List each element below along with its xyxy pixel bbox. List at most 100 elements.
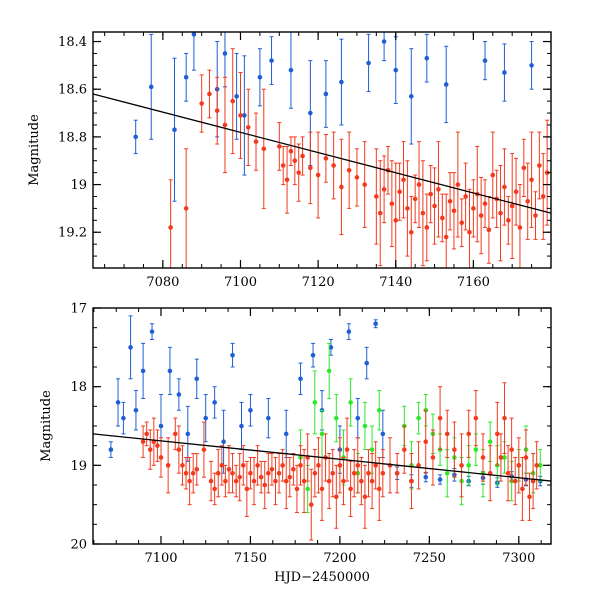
- top-x-tick-label: 7140: [379, 275, 412, 290]
- top-red-data-point: [285, 177, 290, 182]
- bottom-red-data-point: [177, 447, 182, 452]
- top-blue-data-point: [223, 51, 228, 56]
- top-red-data-point: [448, 199, 453, 204]
- top-red-data-point: [510, 204, 515, 209]
- top-red-data-point: [518, 225, 523, 230]
- bottom-x-tick-label: 7150: [234, 551, 267, 566]
- top-red-data-point: [432, 204, 437, 209]
- top-y-axis-label: Magnitude: [27, 114, 42, 186]
- top-red-data-point: [440, 216, 445, 221]
- bottom-green-data-point: [488, 439, 493, 444]
- top-red-data-point: [277, 144, 282, 149]
- bottom-blue-data-point: [311, 353, 316, 358]
- top-red-data-point: [401, 177, 406, 182]
- bottom-red-data-point: [230, 471, 235, 476]
- bottom-red-data-point: [313, 471, 318, 476]
- bottom-red-data-point: [466, 432, 471, 437]
- bottom-light-curve-panel: 7100 7150 7200 7250 7300 17 18 19 20 Magnitude H…: [39, 302, 551, 586]
- top-blue-data-point: [339, 80, 344, 85]
- bottom-red-data-point: [366, 471, 371, 476]
- top-red-data-point: [479, 213, 484, 218]
- bottom-blue-data-point: [141, 369, 146, 374]
- top-x-tick-label: 7160: [457, 275, 490, 290]
- bottom-blue-data-point: [373, 321, 378, 326]
- top-red-data-point: [467, 230, 472, 235]
- bottom-red-data-point: [273, 479, 278, 484]
- top-blue-data-point: [324, 92, 329, 97]
- top-red-data-point: [324, 156, 329, 161]
- top-red-data-point: [487, 228, 492, 233]
- top-red-data-point: [506, 218, 511, 223]
- top-red-data-point: [490, 173, 495, 178]
- bottom-y-tick-label: 19: [70, 459, 87, 474]
- bottom-blue-data-point: [134, 408, 139, 413]
- top-light-curve-panel: 7080 7100 7120 7140 7160 18.4 18.6 18.8 19 19.2 M…: [27, 0, 551, 290]
- bottom-blue-data-point: [159, 424, 164, 429]
- bottom-y-tick-label: 18: [70, 380, 87, 395]
- top-red-data-point: [238, 113, 243, 118]
- top-red-data-point: [471, 206, 476, 211]
- bottom-y-tick-label: 20: [70, 538, 87, 553]
- bottom-green-data-point: [445, 471, 450, 476]
- top-red-data-point: [207, 92, 212, 97]
- top-blue-data-point: [393, 68, 398, 73]
- top-red-data-point: [456, 182, 461, 187]
- bottom-green-data-point: [466, 463, 471, 468]
- top-red-data-point: [289, 149, 294, 154]
- bottom-red-data-point: [423, 439, 428, 444]
- bottom-green-data-point: [416, 416, 421, 421]
- top-blue-data-point: [258, 75, 263, 80]
- top-red-data-point: [537, 163, 542, 168]
- bottom-red-data-point: [266, 471, 271, 476]
- top-red-data-point: [390, 201, 395, 206]
- bottom-red-data-point: [520, 487, 525, 492]
- top-red-data-point: [254, 139, 259, 144]
- bottom-green-data-point: [474, 447, 479, 452]
- top-red-data-point: [529, 177, 534, 182]
- top-blue-data-point: [483, 58, 488, 63]
- bottom-blue-data-point: [168, 369, 173, 374]
- bottom-y-tick-label: 17: [70, 302, 87, 317]
- bottom-red-data-point: [212, 487, 217, 492]
- top-red-data-point: [417, 182, 422, 187]
- top-red-data-point: [502, 185, 507, 190]
- top-red-data-point: [382, 187, 387, 192]
- top-red-data-point: [498, 211, 503, 216]
- bottom-red-data-point: [255, 463, 260, 468]
- bottom-red-data-point: [237, 475, 242, 480]
- bottom-red-data-point: [527, 495, 532, 500]
- bottom-red-data-point: [481, 455, 486, 460]
- bottom-red-data-point: [459, 463, 464, 468]
- bottom-green-data-point: [313, 400, 318, 405]
- bottom-red-data-point: [298, 463, 303, 468]
- bottom-red-data-point: [330, 471, 335, 476]
- bottom-red-data-point: [227, 467, 232, 472]
- bottom-red-data-point: [155, 443, 160, 448]
- bottom-blue-data-point: [347, 329, 352, 334]
- bottom-red-data-point: [291, 467, 296, 472]
- bottom-blue-data-point: [284, 432, 289, 437]
- bottom-red-data-point: [452, 447, 457, 452]
- top-red-data-point: [230, 99, 235, 104]
- top-red-data-point: [413, 197, 418, 202]
- bottom-red-data-point: [509, 447, 514, 452]
- top-red-data-point: [483, 201, 488, 206]
- bottom-red-data-point: [216, 471, 221, 476]
- bottom-blue-data-point: [109, 447, 114, 452]
- top-red-data-point: [409, 230, 414, 235]
- bottom-red-data-point: [141, 439, 146, 444]
- bottom-blue-data-point: [121, 416, 126, 421]
- top-blue-data-point: [502, 70, 507, 75]
- bottom-blue-data-point: [355, 416, 360, 421]
- top-red-data-point: [541, 194, 546, 199]
- bottom-blue-data-point: [150, 329, 155, 334]
- bottom-blue-data-point: [212, 400, 217, 405]
- top-blue-data-point: [308, 111, 313, 116]
- bottom-red-data-point: [338, 463, 343, 468]
- top-red-data-point: [397, 189, 402, 194]
- bottom-red-data-point: [438, 416, 443, 421]
- bottom-red-data-point: [502, 416, 507, 421]
- bottom-x-tick-label: 7300: [502, 551, 535, 566]
- top-red-data-point: [459, 220, 464, 225]
- bottom-red-data-point: [370, 479, 375, 484]
